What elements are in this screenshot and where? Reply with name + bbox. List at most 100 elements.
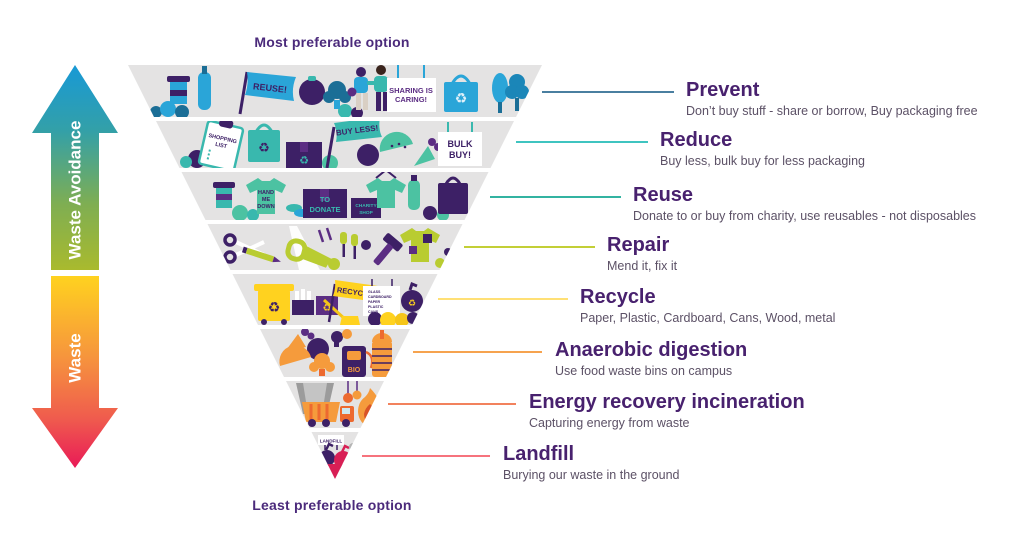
svg-text:♻: ♻: [268, 299, 281, 315]
trash-bag-icon: ♻: [401, 282, 423, 312]
svg-text:REUSE!: REUSE!: [253, 81, 288, 95]
pencil-icon: [241, 246, 281, 263]
hanging-bulbs-icon: [343, 381, 362, 403]
label-description: Burying our waste in the ground: [503, 468, 680, 482]
waste-avoidance-arrow: Waste Avoidance: [32, 65, 118, 270]
svg-text:PAPER: PAPER: [368, 300, 381, 304]
label-description: Capturing energy from waste: [529, 416, 690, 430]
funnel-layer-repair: [207, 224, 463, 270]
label-title: Anaerobic digestion: [555, 339, 748, 361]
funnel-layer-energy: [286, 381, 384, 428]
hierarchy-label-anaerobic-digestion: Anaerobic digestion Use food waste bins …: [555, 339, 747, 379]
svg-text:♻: ♻: [455, 90, 468, 106]
label-title: Recycle: [580, 286, 656, 308]
svg-text:ME: ME: [262, 197, 271, 203]
label-title: Landfill: [503, 443, 575, 465]
svg-text:CANS: CANS: [368, 310, 379, 314]
label-title: Repair: [607, 234, 670, 256]
svg-text:CARDBOARD: CARDBOARD: [368, 295, 392, 299]
handbag-icon: [438, 176, 468, 214]
shopping-list-clipboard-icon: SHOPPING LIST: [197, 121, 245, 168]
funnel-layer-prevent: REUSE!: [128, 65, 542, 117]
label-title: Prevent: [686, 79, 760, 101]
least-preferable-caption: Least preferable option: [252, 497, 412, 513]
svg-text:LIST: LIST: [215, 142, 229, 151]
hammer-icon: [373, 233, 403, 266]
landfill-sign: LANDFILL: [318, 435, 344, 450]
waste-arrow-label: Waste: [66, 333, 85, 382]
funnel-layer-anaerobic: BIO: [260, 329, 410, 377]
button-icon: [435, 258, 445, 268]
saw-icon: [285, 238, 332, 268]
broom-icon: [322, 298, 360, 325]
broccoli-icon: [309, 353, 335, 376]
tomato-icon: [299, 76, 325, 105]
label-description: Don’t buy stuff - share or borrow, Buy p…: [686, 104, 978, 118]
dump-truck-icon: [302, 402, 354, 427]
svg-text:TO: TO: [320, 195, 330, 204]
sharing-is-caring-sign: SHARING IS CARING!: [387, 65, 436, 112]
label-title: Energy recovery incineration: [529, 391, 805, 413]
bush-icon: [232, 205, 248, 220]
broccoli-icon: [323, 81, 351, 109]
recycle-box-icon: ♻: [316, 296, 338, 315]
trees-icon: [492, 73, 529, 113]
watermelon-icon: [279, 345, 311, 366]
label-description: Buy less, bulk buy for less packaging: [660, 154, 865, 168]
to-donate-box-icon: TO DONATE: [303, 189, 347, 218]
hierarchy-label-energy-recovery: Energy recovery incineration Capturing e…: [529, 391, 805, 431]
svg-text:♻: ♻: [299, 155, 309, 167]
coffee-cup-icon: [213, 182, 235, 208]
funnel-layer-reuse: HAND ME DOWN TO DONATE CHARITY SHOP: [181, 172, 489, 220]
tote-bag-icon: ♻: [444, 74, 478, 112]
hierarchy-label-landfill: Landfill Burying our waste in the ground: [503, 443, 680, 483]
recycle-list-sign: GLASS CARDBOARD PAPER PLASTIC CANS: [363, 279, 400, 316]
svg-text:BIO: BIO: [348, 367, 361, 374]
drill-bits-icon: [317, 227, 333, 243]
water-bottle-icon: [198, 66, 211, 110]
svg-text:SHOP: SHOP: [359, 210, 373, 216]
svg-text:CHARITY: CHARITY: [355, 203, 377, 209]
button-icon: [444, 248, 452, 256]
funnel-layer-landfill: LANDFILL: [311, 432, 359, 479]
svg-text:BUY!: BUY!: [449, 150, 471, 160]
mushroom-icon: [331, 329, 352, 347]
hand-me-down-shirt-icon: HAND ME DOWN: [246, 178, 286, 214]
label-title: Reuse: [633, 184, 694, 206]
bush-icon: [423, 206, 437, 220]
rubble-icon: [368, 312, 419, 325]
button-icon: [328, 258, 340, 270]
funnel-layer-recycle: ♻ ♻ RECYCLE!: [232, 274, 438, 325]
shirt-on-hanger-icon: [366, 172, 406, 208]
leader-lines: [362, 91, 674, 457]
svg-text:PLASTIC: PLASTIC: [368, 305, 384, 309]
label-description: Mend it, fix it: [607, 259, 678, 273]
svg-text:DOWN: DOWN: [257, 204, 274, 210]
label-description: Donate to or buy from charity, use reusa…: [633, 209, 976, 223]
screwdrivers-icon: [340, 232, 358, 259]
svg-text:LANDFILL: LANDFILL: [320, 439, 343, 444]
most-preferable-caption: Most preferable option: [254, 34, 410, 50]
hierarchy-label-prevent: Prevent Don’t buy stuff - share or borro…: [686, 79, 978, 119]
svg-text:GLASS: GLASS: [368, 290, 381, 294]
charity-shop-sign-icon: CHARITY SHOP: [351, 198, 381, 218]
button-icon: [361, 240, 371, 250]
recycle-bin-icon: ♻: [254, 284, 294, 325]
funnel-layer-reduce: SHOPPING LIST ♻ ♻ BUY LESS!: [156, 121, 514, 168]
patched-shirt-icon: [400, 228, 440, 262]
watermelon-icon: [379, 131, 413, 152]
person-sharing-right-icon: [367, 65, 388, 111]
reuse-flag-icon: REUSE!: [238, 71, 296, 115]
bush-icon: [180, 156, 192, 168]
svg-text:BULK: BULK: [448, 139, 473, 149]
label-title: Reduce: [660, 129, 733, 151]
svg-text:♻: ♻: [258, 140, 270, 155]
waste-avoidance-arrow-label: Waste Avoidance: [66, 121, 85, 260]
svg-text:♻: ♻: [408, 298, 416, 308]
bottle-crate-icon: [292, 289, 314, 315]
label-description: Use food waste bins on campus: [555, 364, 733, 378]
tote-bag-icon: ♻: [248, 123, 280, 162]
svg-text:SHARING IS: SHARING IS: [389, 86, 433, 95]
